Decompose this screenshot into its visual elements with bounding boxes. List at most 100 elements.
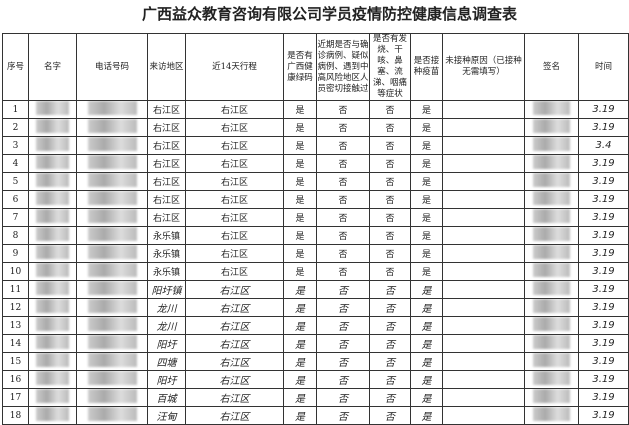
itinerary-cell: 右江区 [185,100,284,119]
contact-cell: 否 [316,262,370,281]
green-code-cell: 是 [283,154,317,173]
green-code-cell: 是 [283,100,317,119]
redacted-block [36,299,69,313]
contact-cell: 否 [316,280,370,299]
name-cell [28,298,77,317]
vaccinated-cell: 是 [410,352,443,371]
signature-cell [524,136,579,155]
redacted-block [36,245,69,259]
table-row: 9 永乐镇 右江区是否否是 3.19 [2,244,629,263]
time-cell: 3.19 [578,316,629,335]
time-cell: 3.19 [578,226,629,245]
column-header: 近期是否与确诊病例、疑似病例、遇到中高风险地区人员密切接触过 [316,33,370,101]
time-cell: 3.4 [578,136,629,155]
row-number: 14 [2,334,29,353]
symptoms-cell: 否 [369,280,411,299]
symptoms-cell: 否 [369,118,411,137]
green-code-cell: 是 [283,190,317,209]
row-number: 3 [2,136,29,155]
redacted-block [36,371,69,385]
visit-area-cell: 四塘 [147,352,186,371]
reason-cell [442,298,525,317]
symptoms-cell: 否 [369,100,411,119]
reason-cell [442,154,525,173]
name-cell [28,100,77,119]
redacted-block [36,407,69,421]
vaccinated-cell: 是 [410,136,443,155]
green-code-cell: 是 [283,208,317,227]
visit-area-cell: 百城 [147,388,186,407]
time-cell: 3.19 [578,334,629,353]
redacted-block [532,353,571,367]
name-cell [28,316,77,335]
table-row: 13 龙川 右江区是否否是 3.19 [2,316,629,335]
contact-cell: 否 [316,334,370,353]
symptoms-cell: 否 [369,262,411,281]
table-row: 17 百城 右江区是否否是 3.19 [2,388,629,407]
row-number: 11 [2,280,29,299]
vaccinated-cell: 是 [410,154,443,173]
phone-cell [76,280,148,299]
reason-cell [442,100,525,119]
symptoms-cell: 否 [369,208,411,227]
redacted-block [87,317,137,331]
name-cell [28,280,77,299]
itinerary-cell: 右江区 [185,280,284,299]
green-code-cell: 是 [283,244,317,263]
itinerary-cell: 右江区 [185,208,284,227]
phone-cell [76,190,148,209]
vaccinated-cell: 是 [410,226,443,245]
phone-cell [76,100,148,119]
table-row: 4 右江区 右江区是否否是 3.19 [2,154,629,173]
row-number: 1 [2,100,29,119]
signature-cell [524,244,579,263]
redacted-block [36,317,69,331]
name-cell [28,226,77,245]
signature-cell [524,298,579,317]
redacted-block [36,209,69,223]
itinerary-cell: 右江区 [185,316,284,335]
redacted-block [532,245,571,259]
phone-cell [76,316,148,335]
table-row: 5 右江区 右江区是否否是 3.19 [2,172,629,191]
redacted-block [87,299,137,313]
reason-cell [442,172,525,191]
name-cell [28,244,77,263]
phone-cell [76,172,148,191]
redacted-block [87,119,137,133]
symptoms-cell: 否 [369,226,411,245]
phone-cell [76,226,148,245]
itinerary-cell: 右江区 [185,388,284,407]
redacted-block [87,137,137,151]
redacted-block [87,245,137,259]
green-code-cell: 是 [283,118,317,137]
contact-cell: 否 [316,208,370,227]
green-code-cell: 是 [283,226,317,245]
time-cell: 3.19 [578,370,629,389]
document-title: 广西益众教育咨询有限公司学员疫情防控健康信息调查表 [141,5,517,23]
green-code-cell: 是 [283,136,317,155]
itinerary-cell: 右江区 [185,352,284,371]
green-code-cell: 是 [283,262,317,281]
signature-cell [524,226,579,245]
green-code-cell: 是 [283,352,317,371]
visit-area-cell: 阳圩镇 [147,280,186,299]
redacted-block [532,137,571,151]
redacted-block [532,155,571,169]
time-cell: 3.19 [578,208,629,227]
reason-cell [442,136,525,155]
phone-cell [76,136,148,155]
table-row: 3 右江区 右江区是否否是 3.4 [2,136,629,155]
table-row: 7 右江区 右江区是否否是 3.19 [2,208,629,227]
redacted-block [36,227,69,241]
visit-area-cell: 右江区 [147,118,186,137]
time-cell: 3.19 [578,280,629,299]
vaccinated-cell: 是 [410,370,443,389]
column-header: 是否有广西健康绿码 [283,33,317,101]
signature-cell [524,154,579,173]
redacted-block [87,227,137,241]
redacted-block [532,101,571,115]
green-code-cell: 是 [283,280,317,299]
redacted-block [36,101,69,115]
row-number: 8 [2,226,29,245]
